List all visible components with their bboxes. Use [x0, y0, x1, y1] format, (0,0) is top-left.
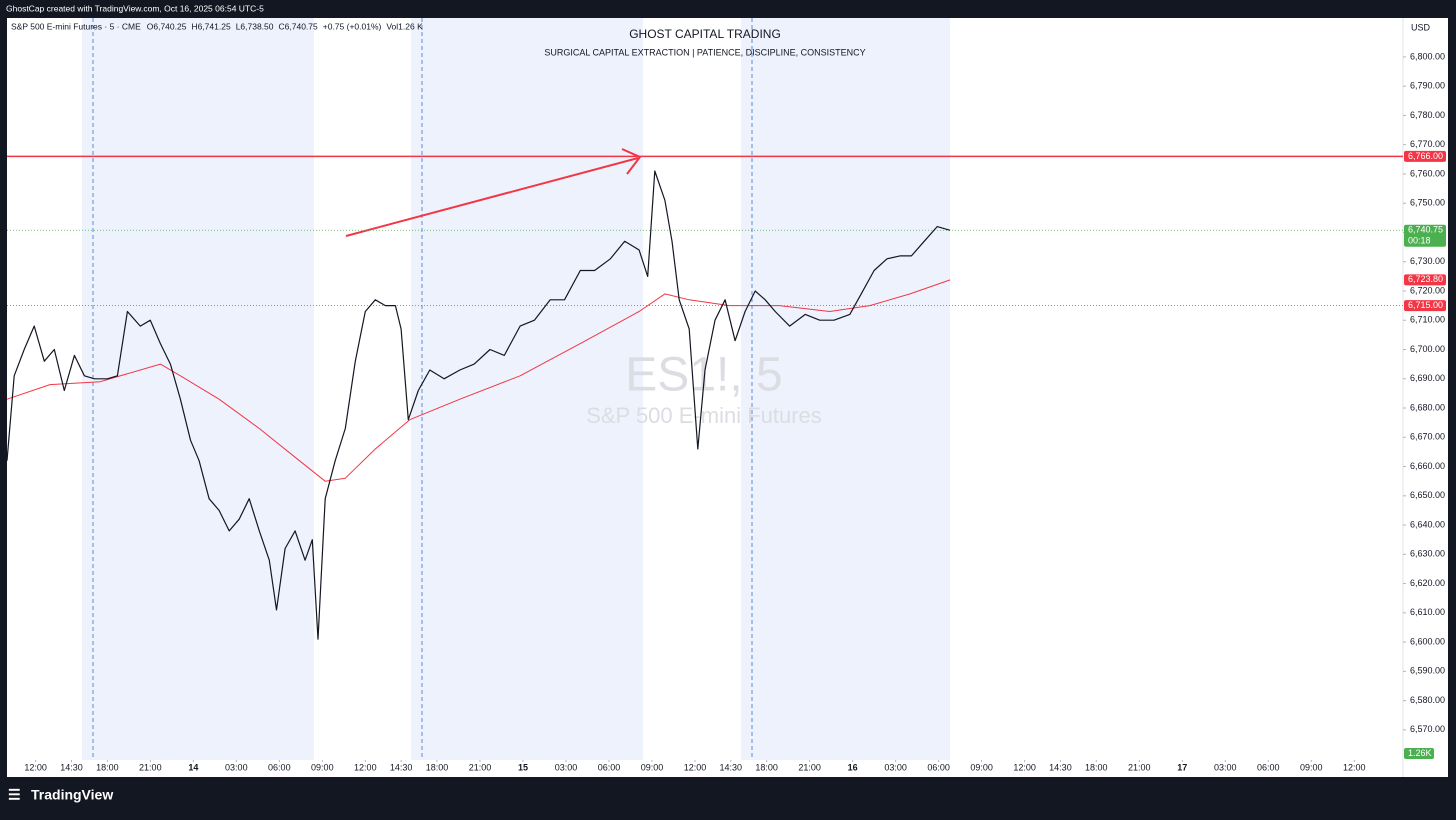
y-tick-label: 6,700.00 [1410, 344, 1445, 354]
credit: GhostCap created with TradingView.com, O… [6, 3, 264, 13]
x-tick-label: 21:00 [798, 762, 821, 772]
y-tick-label: 6,630.00 [1410, 549, 1445, 559]
x-tick-label: 03:00 [884, 762, 907, 772]
y-tick-label: 6,620.00 [1410, 578, 1445, 588]
x-tick-label: 03:00 [555, 762, 578, 772]
y-tick-label: 6,600.00 [1410, 636, 1445, 646]
x-tick-label: 03:00 [225, 762, 248, 772]
y-tick-label: 6,640.00 [1410, 519, 1445, 529]
x-tick-label: 14:30 [1049, 762, 1072, 772]
x-tick-label: 12:00 [354, 762, 377, 772]
x-tick-label: 18:00 [426, 762, 449, 772]
x-tick-label: 14:30 [60, 762, 83, 772]
ohlc-value: +0.75 (+0.01%) [323, 21, 382, 31]
price-tag [1404, 150, 1446, 162]
y-tick-label: 6,570.00 [1410, 724, 1445, 734]
x-tick-label: 06:00 [598, 762, 621, 772]
volume-tag-label: 1.26K [1408, 748, 1432, 758]
y-tick-label: 6,800.00 [1410, 51, 1445, 61]
y-tick-label: 6,750.00 [1410, 198, 1445, 208]
ma-line [6, 279, 951, 482]
x-tick-label: 18:00 [96, 762, 119, 772]
y-tick-label: 6,680.00 [1410, 402, 1445, 412]
ohlc-value: L6,738.50 [236, 21, 274, 31]
y-tick-label: 6,760.00 [1410, 168, 1445, 178]
price-tag-label: 6,715.00 [1408, 300, 1443, 310]
ohlc-value: H6,741.25 [191, 21, 230, 31]
x-tick-label: 03:00 [1214, 762, 1237, 772]
x-tick-label: 14:30 [720, 762, 743, 772]
x-tick-label: 18:00 [755, 762, 778, 772]
x-tick-label: 16 [848, 762, 858, 772]
price-tag [1404, 274, 1446, 286]
x-tick-label: 06:00 [268, 762, 291, 772]
y-tick-label: 6,660.00 [1410, 461, 1445, 471]
title: GHOST CAPITAL TRADING [629, 27, 781, 41]
y-tick-label: 6,670.00 [1410, 432, 1445, 442]
x-tick-label: 06:00 [927, 762, 950, 772]
symbol: S&P 500 E-mini Futures · 5 · CME [11, 21, 141, 31]
y-tick-label: 6,710.00 [1410, 315, 1445, 325]
brand: TradingView [31, 787, 113, 803]
price-tag-time: 00:18 [1408, 236, 1431, 246]
session-shade [411, 18, 643, 760]
y-tick-label: 6,720.00 [1410, 285, 1445, 295]
subtitle: SURGICAL CAPITAL EXTRACTION | PATIENCE, … [544, 47, 865, 57]
x-tick-label: 21:00 [139, 762, 162, 772]
price-tag-label: 6,723.80 [1408, 274, 1443, 284]
ohlc-value: C6,740.75 [279, 21, 318, 31]
x-tick-label: 09:00 [970, 762, 993, 772]
y-tick-label: 6,790.00 [1410, 81, 1445, 91]
ohlc-value: O6,740.25 [147, 21, 187, 31]
arrow [345, 157, 639, 237]
x-tick-label: 15 [518, 762, 528, 772]
y-tick-label: 6,780.00 [1410, 110, 1445, 120]
x-tick-label: 09:00 [1300, 762, 1323, 772]
price-tag [1404, 224, 1446, 247]
price-tag-label: 6,766.00 [1408, 151, 1443, 161]
volume-tag [1404, 748, 1434, 759]
x-tick-label: 12:00 [1343, 762, 1366, 772]
price-tag-label: 6,740.75 [1408, 225, 1443, 235]
y-tick-label: 6,610.00 [1410, 607, 1445, 617]
x-tick-label: 21:00 [469, 762, 492, 772]
y-tick-label: 6,590.00 [1410, 666, 1445, 676]
brand: ☰ [8, 787, 21, 803]
y-tick-label: 6,730.00 [1410, 256, 1445, 266]
y-tick-label: 6,580.00 [1410, 695, 1445, 705]
session-shade [82, 18, 314, 760]
x-tick-label: 12:00 [1013, 762, 1036, 772]
y-tick-label: 6,690.00 [1410, 373, 1445, 383]
session-shade [741, 18, 950, 760]
x-tick-label: 14:30 [390, 762, 413, 772]
watermark-name: S&P 500 E-mini Futures [586, 403, 822, 428]
y-tick-label: 6,770.00 [1410, 139, 1445, 149]
x-tick-label: 12:00 [24, 762, 47, 772]
x-tick-label: 09:00 [641, 762, 664, 772]
price-line [6, 170, 951, 640]
x-tick-label: 21:00 [1128, 762, 1151, 772]
x-tick-label: 14 [188, 762, 198, 772]
x-tick-label: 12:00 [684, 762, 707, 772]
y-tick-label: 6,650.00 [1410, 490, 1445, 500]
x-tick-label: 09:00 [311, 762, 334, 772]
ohlc-value: Vol1.26 K [386, 21, 423, 31]
currency: USD [1411, 22, 1431, 32]
price-tag [1404, 300, 1446, 312]
x-tick-label: 06:00 [1257, 762, 1280, 772]
x-tick-label: 17 [1177, 762, 1187, 772]
x-tick-label: 18:00 [1085, 762, 1108, 772]
